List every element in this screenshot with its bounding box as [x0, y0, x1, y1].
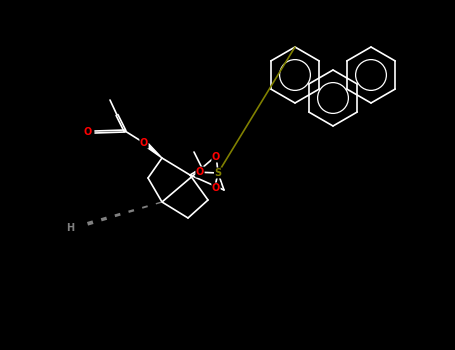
- Text: H: H: [66, 223, 74, 233]
- Text: O: O: [196, 167, 204, 177]
- Text: S: S: [214, 168, 222, 178]
- Text: O: O: [212, 183, 220, 193]
- Text: O: O: [84, 127, 92, 137]
- Polygon shape: [146, 144, 162, 158]
- Text: O: O: [212, 152, 220, 162]
- Text: O: O: [140, 138, 148, 148]
